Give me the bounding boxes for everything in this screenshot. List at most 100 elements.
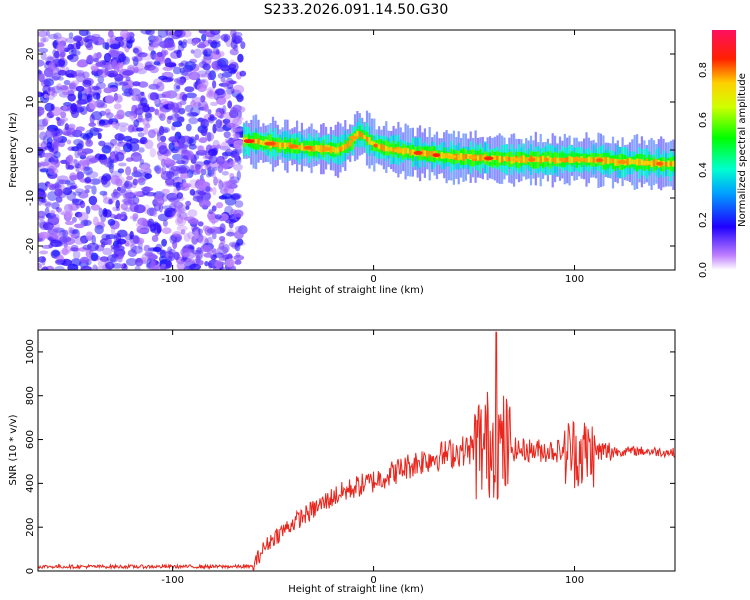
ridge-cell: [669, 161, 672, 166]
noise-blob: [57, 210, 67, 215]
noise-blob: [153, 196, 165, 207]
noise-blob: [146, 207, 157, 217]
noise-blob: [207, 236, 213, 246]
ridge-cell: [460, 153, 463, 160]
noise-blob: [39, 250, 49, 255]
noise-blob: [92, 92, 101, 100]
colorbar-ticks: 0.0 0.2 0.4 0.6 0.8: [698, 62, 709, 278]
ridge-cell: [344, 143, 347, 150]
noise-blob: [233, 230, 244, 240]
y-tick-label: 0: [25, 568, 36, 574]
noise-blob: [119, 125, 128, 132]
noise-blob: [154, 167, 164, 174]
noise-blob: [177, 206, 185, 214]
noise-blob: [84, 185, 93, 190]
noise-blob: [77, 71, 83, 78]
ridge-cell: [262, 140, 265, 146]
noise-blob: [48, 110, 53, 117]
snr-panel: -100 0 100 0 200 400 600 800 1000 Height of str…: [8, 329, 676, 595]
noise-blob: [61, 247, 69, 256]
noise-blob: [232, 31, 243, 38]
noise-blob: [70, 232, 76, 239]
ridge-peak: [373, 143, 378, 148]
noise-blob: [161, 188, 170, 194]
ridge-cell: [508, 157, 511, 161]
ridge-cell: [585, 157, 588, 163]
noise-blob: [237, 53, 244, 63]
noise-blob: [141, 186, 154, 192]
noise-blob: [38, 70, 43, 75]
noise-blob: [136, 68, 147, 75]
noise-blob: [43, 78, 54, 87]
noise-blob: [103, 142, 115, 150]
noise-blob: [161, 193, 169, 202]
ridge-cell: [672, 160, 675, 167]
noise-blob: [157, 51, 163, 58]
ridge-cell: [539, 156, 542, 164]
noise-blob: [107, 160, 115, 169]
noise-blob: [176, 49, 182, 59]
noise-blob: [118, 53, 127, 62]
ridge-cell: [259, 139, 262, 145]
ridge-cell: [549, 157, 552, 164]
noise-blob: [80, 265, 92, 270]
noise-blob: [125, 76, 131, 82]
noise-blob: [107, 218, 116, 226]
ridge-cell: [631, 159, 634, 165]
noise-blob: [38, 182, 48, 192]
noise-blob: [195, 249, 204, 259]
noise-blob: [203, 49, 208, 57]
noise-blob: [233, 128, 244, 133]
spectrogram-x-ticks: -100 0 100: [161, 30, 584, 285]
noise-blob: [161, 158, 166, 167]
noise-blob: [155, 81, 165, 92]
noise-blob: [166, 171, 175, 179]
noise-blob: [110, 138, 118, 146]
noise-blob: [197, 145, 205, 153]
noise-blob: [67, 263, 79, 270]
y-tick-label: 600: [25, 430, 36, 449]
noise-blob: [217, 73, 224, 79]
noise-blob: [195, 180, 207, 191]
ridge-cell: [392, 147, 395, 153]
noise-blob: [97, 75, 105, 84]
noise-blob: [229, 172, 235, 180]
noise-blob: [73, 35, 83, 42]
ridge-peak: [264, 141, 276, 146]
noise-blob: [64, 123, 69, 131]
noise-blob: [59, 235, 72, 243]
noise-blob: [50, 209, 56, 216]
noise-blob: [138, 147, 145, 153]
noise-blob: [207, 166, 216, 175]
snr-x-label: Height of straight line (km): [288, 584, 424, 595]
noise-blob: [67, 165, 75, 170]
ridge-cell: [346, 141, 349, 149]
noise-blob: [231, 33, 237, 42]
noise-blob: [233, 84, 245, 94]
noise-blob: [178, 40, 183, 46]
noise-blob: [181, 145, 188, 154]
noise-blob: [116, 213, 122, 220]
noise-blob: [198, 41, 205, 48]
noise-blob: [147, 190, 152, 197]
noise-blob: [172, 121, 183, 128]
noise-blob: [217, 57, 229, 68]
noise-blob: [110, 244, 120, 250]
ridge-cell: [320, 145, 323, 153]
ridge-cell: [281, 142, 284, 148]
noise-blob: [109, 43, 121, 50]
ridge-cell: [409, 149, 412, 156]
noise-blob: [206, 228, 215, 234]
noise-blob: [42, 152, 55, 158]
noise-blob: [162, 219, 168, 227]
noise-blob: [212, 123, 217, 134]
noise-blob: [129, 138, 139, 144]
noise-blob: [108, 87, 119, 93]
noise-blob: [71, 47, 77, 57]
snr-y-label: SNR (10 * v/v): [8, 414, 19, 485]
noise-blob: [152, 246, 162, 252]
noise-blob: [105, 234, 117, 240]
ridge-cell: [378, 144, 381, 150]
noise-blob: [107, 237, 113, 246]
noise-blob: [51, 91, 58, 97]
